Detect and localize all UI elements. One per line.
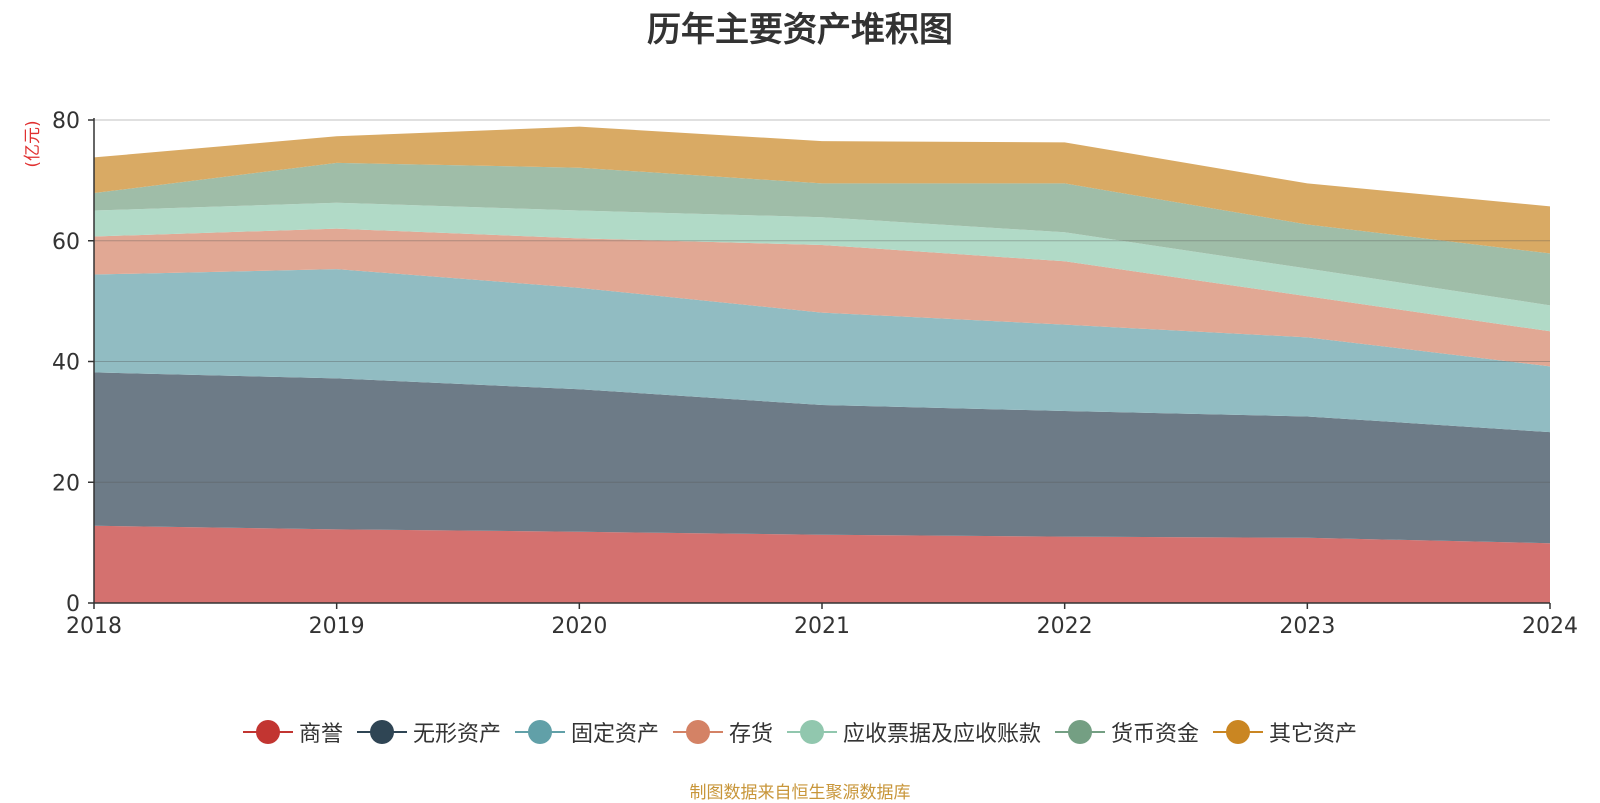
area-series-6 bbox=[94, 162, 1550, 306]
legend-label: 商誉 bbox=[298, 722, 343, 747]
legend-label: 其它资产 bbox=[1269, 722, 1358, 747]
legend-marker-icon bbox=[514, 720, 565, 744]
legend: 商誉 无形资产 固定资产 存货 应收票据及应收账款 货币资金 其它资产 bbox=[0, 716, 1600, 748]
axes: 0 20 40 60 80 2018 2019 2020 2021 2022 2023 2024 (亿元… bbox=[23, 109, 1578, 639]
area-series-3 bbox=[94, 269, 1550, 433]
legend-marker-icon bbox=[242, 720, 293, 744]
area-series-1 bbox=[94, 525, 1550, 603]
y-tick-label: 0 bbox=[66, 592, 80, 617]
legend-item[interactable]: 存货 bbox=[672, 716, 773, 748]
x-tick-label: 2022 bbox=[1037, 614, 1093, 639]
y-tick-label: 40 bbox=[52, 351, 80, 376]
y-axis-unit-label: (亿元) bbox=[23, 120, 43, 167]
area-series-2 bbox=[94, 372, 1550, 544]
legend-marker-icon bbox=[1213, 720, 1264, 744]
x-tick-label: 2023 bbox=[1279, 614, 1335, 639]
legend-label: 存货 bbox=[728, 722, 773, 747]
chart-title: 历年主要资产堆积图 bbox=[647, 10, 953, 50]
legend-label: 固定资产 bbox=[570, 722, 659, 747]
legend-item[interactable]: 应收票据及应收账款 bbox=[787, 716, 1041, 748]
x-tick-label: 2021 bbox=[794, 614, 850, 639]
y-tick-label: 80 bbox=[52, 109, 80, 134]
x-tick-label: 2018 bbox=[66, 614, 122, 639]
area-series-layer bbox=[94, 126, 1550, 603]
legend-item[interactable]: 其它资产 bbox=[1213, 716, 1357, 748]
area-series-7 bbox=[94, 126, 1550, 254]
legend-label: 应收票据及应收账款 bbox=[843, 722, 1042, 747]
legend-item[interactable]: 商誉 bbox=[242, 716, 343, 748]
legend-label: 货币资金 bbox=[1111, 722, 1200, 747]
y-tick-label: 60 bbox=[52, 230, 80, 255]
source-note: 制图数据来自恒生聚源数据库 bbox=[689, 783, 911, 803]
x-tick-label: 2019 bbox=[309, 614, 365, 639]
legend-item[interactable]: 货币资金 bbox=[1055, 716, 1199, 748]
legend-label: 无形资产 bbox=[412, 722, 501, 747]
area-series-4 bbox=[94, 228, 1550, 367]
legend-item[interactable]: 无形资产 bbox=[356, 716, 501, 748]
legend-marker-icon bbox=[356, 720, 407, 744]
x-tick-label: 2020 bbox=[551, 614, 607, 639]
y-tick-label: 20 bbox=[52, 471, 80, 496]
x-tick-label: 2024 bbox=[1522, 614, 1578, 639]
legend-item[interactable]: 固定资产 bbox=[514, 716, 659, 748]
legend-marker-icon bbox=[1055, 720, 1106, 744]
legend-marker-icon bbox=[672, 720, 723, 744]
legend-marker-icon bbox=[787, 720, 837, 744]
area-series-5 bbox=[94, 202, 1550, 332]
